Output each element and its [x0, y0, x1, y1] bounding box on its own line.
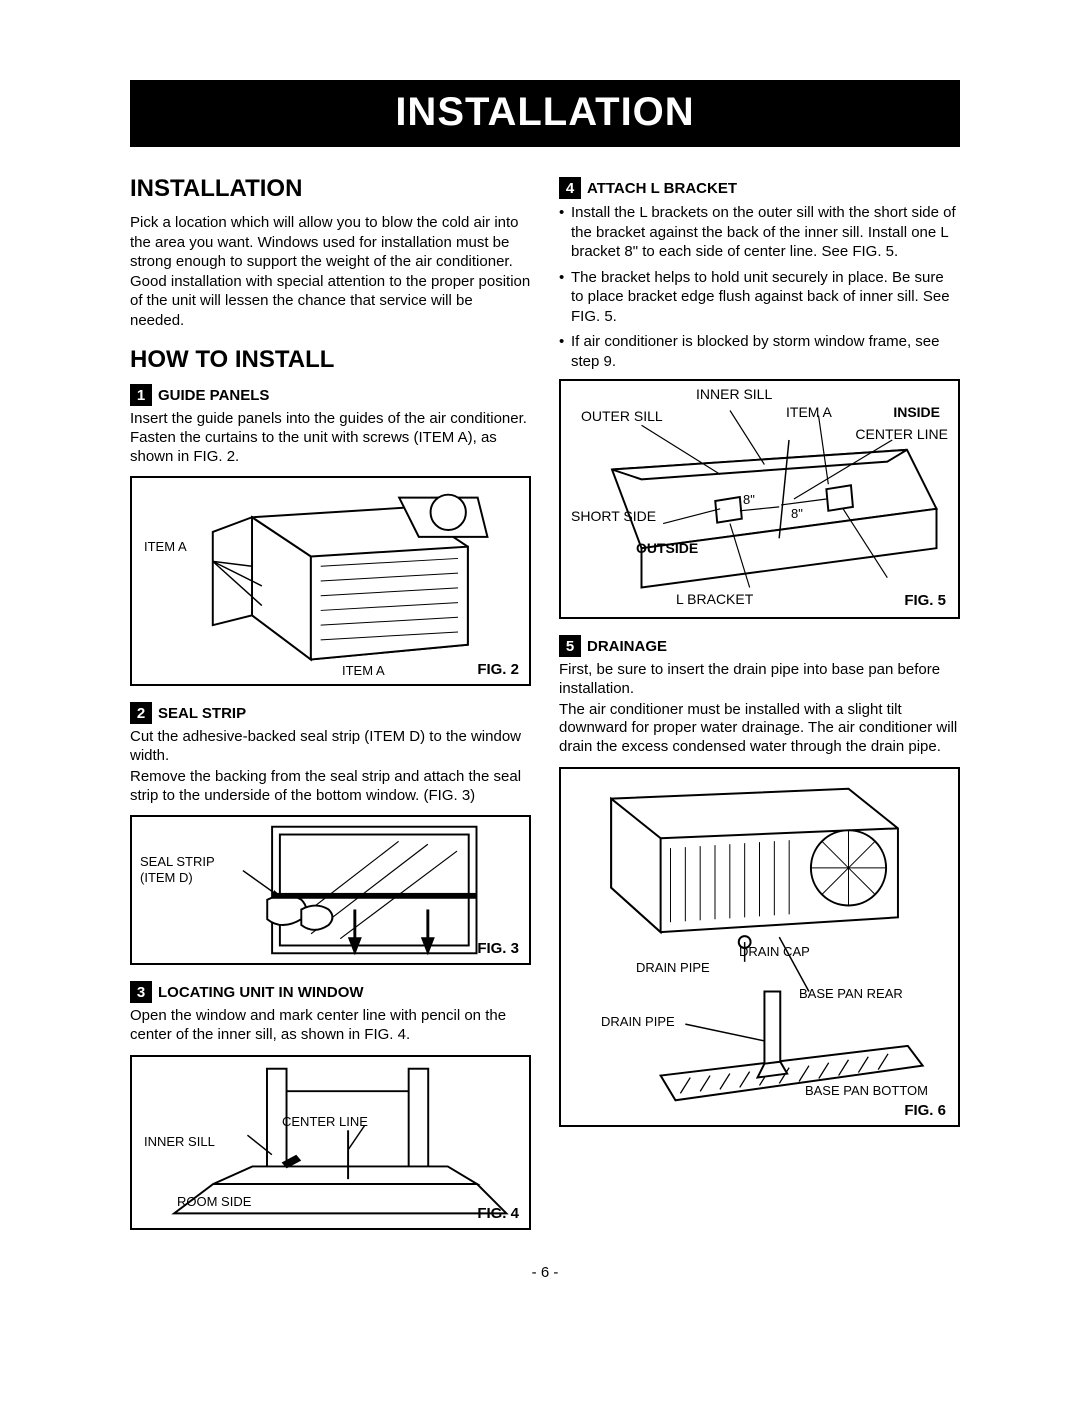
step4-bullets: Install the L brackets on the outer sill…	[559, 203, 960, 371]
fig6-drain-cap: DRAIN CAP	[739, 945, 810, 959]
fig2-label: FIG. 2	[477, 661, 519, 678]
fig6-base-pan-bottom: BASE PAN BOTTOM	[805, 1084, 928, 1098]
fig2-item-a-bottom: ITEM A	[342, 664, 385, 678]
step5-header: 5 DRAINAGE	[559, 635, 960, 657]
step4-bullet-3: If air conditioner is blocked by storm w…	[559, 332, 960, 371]
fig4-label: FIG. 4	[477, 1205, 519, 1222]
step3-number-icon: 3	[130, 981, 152, 1003]
fig5-l-bracket: L BRACKET	[676, 592, 753, 607]
figure-5: INNER SILL OUTER SILL ITEM A INSIDE CENT…	[559, 379, 960, 619]
step2-number-icon: 2	[130, 702, 152, 724]
step3-title: LOCATING UNIT IN WINDOW	[158, 984, 364, 1001]
figure-3-svg	[132, 817, 529, 963]
step4-bullet-1: Install the L brackets on the outer sill…	[559, 203, 960, 262]
fig5-label: FIG. 5	[904, 592, 946, 609]
figure-4: INNER SILL CENTER LINE ROOM SIDE FIG. 4	[130, 1055, 531, 1230]
fig5-inside: INSIDE	[893, 405, 940, 420]
fig6-drain-pipe-2: DRAIN PIPE	[601, 1015, 675, 1029]
step2-header: 2 SEAL STRIP	[130, 702, 531, 724]
figure-2-svg	[132, 478, 529, 684]
step5-number-icon: 5	[559, 635, 581, 657]
step2-title: SEAL STRIP	[158, 705, 246, 722]
step1-text: Insert the guide panels into the guides …	[130, 410, 531, 466]
step3-text: Open the window and mark center line wit…	[130, 1007, 531, 1045]
fig6-label: FIG. 6	[904, 1102, 946, 1119]
step2-text2: Remove the backing from the seal strip a…	[130, 768, 531, 806]
step5-title: DRAINAGE	[587, 638, 667, 655]
step1-header: 1 GUIDE PANELS	[130, 384, 531, 406]
step4-bullet-2: The bracket helps to hold unit securely …	[559, 268, 960, 327]
fig5-outside: OUTSIDE	[636, 541, 698, 556]
installation-paragraph: Pick a location which will allow you to …	[130, 213, 531, 330]
fig5-item-a: ITEM A	[786, 405, 832, 420]
step4-header: 4 ATTACH L BRACKET	[559, 177, 960, 199]
fig3-seal-strip: SEAL STRIP	[140, 855, 215, 869]
step1-number-icon: 1	[130, 384, 152, 406]
fig4-inner-sill: INNER SILL	[144, 1135, 215, 1149]
figure-3: SEAL STRIP (ITEM D) FIG. 3	[130, 815, 531, 965]
step4-title: ATTACH L BRACKET	[587, 180, 737, 197]
fig3-label: FIG. 3	[477, 940, 519, 957]
fig5-eight2: 8"	[791, 507, 803, 521]
fig5-outer-sill: OUTER SILL	[581, 409, 663, 424]
step4-number-icon: 4	[559, 177, 581, 199]
fig3-item-d: (ITEM D)	[140, 871, 193, 885]
step2-text1: Cut the adhesive-backed seal strip (ITEM…	[130, 728, 531, 766]
fig4-room-side: ROOM SIDE	[177, 1195, 251, 1209]
fig5-inner-sill: INNER SILL	[696, 387, 772, 402]
step1-title: GUIDE PANELS	[158, 387, 269, 404]
page-number: - 6 -	[130, 1264, 960, 1281]
fig6-base-pan-rear: BASE PAN REAR	[799, 987, 903, 1001]
fig6-drain-pipe-1: DRAIN PIPE	[636, 961, 710, 975]
right-column: 4 ATTACH L BRACKET Install the L bracket…	[559, 175, 960, 1246]
fig4-center-line: CENTER LINE	[282, 1115, 368, 1129]
fig5-center-line: CENTER LINE	[855, 427, 948, 442]
fig5-short-side: SHORT SIDE	[571, 509, 656, 524]
fig5-eight1: 8"	[743, 493, 755, 507]
figure-2: ITEM A ITEM A FIG. 2	[130, 476, 531, 686]
step5-text2: The air conditioner must be installed wi…	[559, 701, 960, 757]
step3-header: 3 LOCATING UNIT IN WINDOW	[130, 981, 531, 1003]
step5-text1: First, be sure to insert the drain pipe …	[559, 661, 960, 699]
left-column: INSTALLATION Pick a location which will …	[130, 175, 531, 1246]
installation-heading: INSTALLATION	[130, 175, 531, 203]
page-banner: INSTALLATION	[130, 80, 960, 147]
howto-heading: HOW TO INSTALL	[130, 346, 531, 374]
two-column-layout: INSTALLATION Pick a location which will …	[130, 175, 960, 1246]
fig2-item-a-top: ITEM A	[144, 540, 187, 554]
figure-6: DRAIN CAP DRAIN PIPE BASE PAN REAR DRAIN…	[559, 767, 960, 1127]
